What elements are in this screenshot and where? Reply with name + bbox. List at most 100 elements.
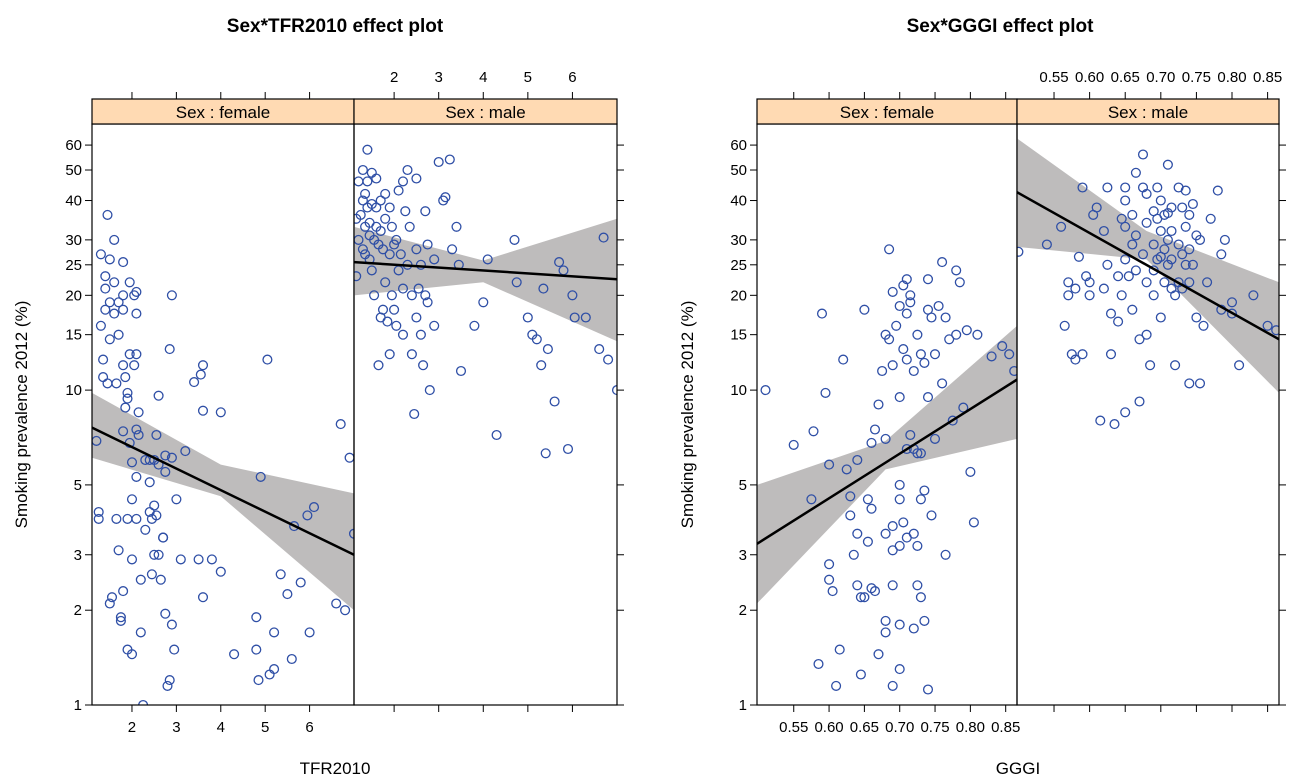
data-point: [158, 532, 169, 543]
data-point: [424, 385, 435, 396]
data-point: [102, 209, 113, 220]
y-tick-label: 25: [65, 257, 82, 274]
data-point: [391, 234, 402, 245]
data-point: [1009, 365, 1017, 377]
data-point: [603, 354, 614, 365]
data-point: [122, 513, 133, 524]
data-point: [569, 312, 580, 323]
data-point: [175, 554, 186, 565]
data-point: [1105, 308, 1117, 319]
data-point: [1084, 290, 1095, 301]
data-point: [894, 540, 905, 551]
data-point: [389, 304, 400, 315]
strip-label: Sex : male: [445, 103, 525, 122]
data-point: [1271, 325, 1279, 336]
data-point: [986, 351, 997, 362]
data-point: [164, 344, 175, 355]
x-tick-label: 0.65: [850, 719, 879, 736]
data-point: [371, 202, 382, 213]
data-point: [413, 283, 424, 294]
y-axis-label: Smoking prevalence 2012 (%): [678, 301, 697, 529]
data-point: [919, 485, 930, 496]
x-tick-label: 3: [172, 719, 180, 736]
data-point: [440, 192, 451, 203]
data-point: [126, 457, 138, 468]
data-point: [1180, 221, 1191, 232]
data-point: [1184, 277, 1195, 288]
data-point: [894, 664, 905, 675]
data-point: [113, 329, 124, 340]
data-point: [1073, 251, 1084, 262]
data-point: [933, 300, 944, 312]
data-point: [380, 277, 391, 288]
confidence-band: [354, 218, 617, 342]
x-tick-label: 0.85: [991, 719, 1020, 736]
y-tick-label: 2: [74, 602, 82, 619]
data-point: [120, 402, 131, 413]
data-point: [880, 528, 891, 539]
data-point: [1162, 234, 1173, 245]
data-point: [915, 349, 926, 360]
data-point: [877, 365, 888, 377]
data-point: [215, 407, 226, 418]
data-point: [1191, 312, 1202, 323]
x-tick-label: 0.65: [1111, 69, 1140, 86]
data-point: [567, 290, 578, 301]
chart-2: Sex*GGGI effect plot Sex : female 0.55 0.60…: [678, 16, 1286, 778]
data-point: [1166, 254, 1177, 265]
data-point: [1198, 320, 1209, 331]
data-point: [397, 176, 409, 187]
data-point: [855, 669, 866, 680]
data-point: [433, 156, 444, 168]
data-point: [1063, 290, 1074, 301]
data-point: [420, 206, 431, 217]
data-point: [912, 540, 923, 551]
data-point: [100, 304, 111, 315]
data-point: [1137, 249, 1149, 260]
data-point: [954, 277, 965, 288]
data-point: [894, 619, 905, 630]
data-point: [958, 402, 969, 413]
x-tick-label: 0.60: [814, 719, 843, 736]
data-point: [126, 494, 138, 505]
y-tick-label: 30: [730, 232, 747, 249]
data-point: [93, 513, 104, 524]
data-point: [915, 448, 926, 459]
data-point: [1102, 259, 1113, 270]
data-point: [912, 448, 923, 459]
data-point: [478, 297, 489, 308]
data-point: [1205, 213, 1216, 224]
data-point: [540, 448, 551, 459]
data-point: [887, 360, 898, 371]
data-point: [894, 392, 905, 403]
data-point: [509, 234, 520, 245]
data-point: [406, 349, 417, 360]
data-point: [760, 385, 771, 396]
data-point: [135, 574, 146, 585]
data-point: [1123, 271, 1134, 282]
data-point: [1134, 334, 1145, 345]
data-point: [1212, 185, 1223, 196]
data-point: [901, 354, 912, 365]
y-axis-label: Smoking prevalence 2012 (%): [12, 301, 31, 529]
data-point: [531, 334, 542, 345]
data-point: [113, 297, 124, 308]
data-point: [1041, 239, 1052, 250]
data-point: [1145, 360, 1156, 371]
data-point: [269, 627, 280, 638]
y-tick-label: 2: [739, 602, 747, 619]
y-tick-label: 20: [730, 287, 747, 304]
data-point: [411, 244, 422, 255]
data-point: [411, 312, 422, 323]
data-point: [1216, 249, 1227, 260]
data-point: [1173, 239, 1184, 250]
data-point: [1120, 407, 1131, 418]
x-tick-label: 0.70: [885, 719, 914, 736]
data-point: [1155, 312, 1166, 323]
data-point: [937, 257, 948, 268]
data-point: [880, 433, 891, 444]
x-tick-label: 2: [390, 69, 398, 86]
data-point: [140, 524, 151, 535]
data-point: [255, 471, 266, 482]
